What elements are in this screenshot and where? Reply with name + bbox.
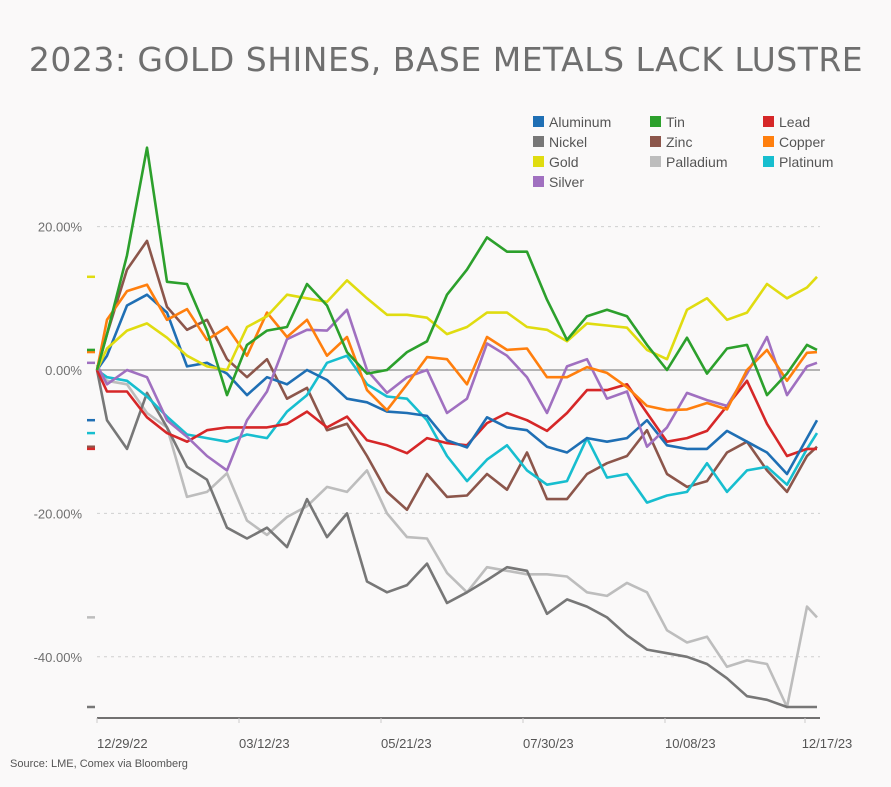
legend-label: Aluminum xyxy=(549,114,611,130)
legend-swatch xyxy=(763,116,774,127)
x-axis: 12/29/22 03/12/23 05/21/23 07/30/23 10/08/23… xyxy=(96,717,853,751)
legend-swatch xyxy=(650,116,661,127)
series-line-platinum xyxy=(96,354,819,504)
y-tick-label: 0.00% xyxy=(45,363,82,378)
legend-swatch xyxy=(533,156,544,167)
legend-swatch xyxy=(763,136,774,147)
legend-item-lead: Lead xyxy=(763,114,810,130)
legend-item-silver: Silver xyxy=(533,174,584,190)
legend-label: Tin xyxy=(666,114,685,130)
legend-label: Palladium xyxy=(666,154,727,170)
y-tick-label: -20.00% xyxy=(34,506,83,521)
series-line-copper xyxy=(95,283,818,412)
legend-swatch xyxy=(763,156,774,167)
legend-label: Silver xyxy=(549,174,584,190)
series-line-zinc xyxy=(95,239,818,512)
series-line-silver xyxy=(95,308,818,472)
legend-item-gold: Gold xyxy=(533,154,579,170)
legend-item-platinum: Platinum xyxy=(763,154,833,170)
legend-label: Lead xyxy=(779,114,810,130)
legend-label: Platinum xyxy=(779,154,833,170)
legend-item-nickel: Nickel xyxy=(533,134,587,150)
legend-item-zinc: Zinc xyxy=(650,134,692,150)
end-value-markers xyxy=(87,275,95,709)
x-tick-label: 05/21/23 xyxy=(381,736,432,751)
x-tick-label: 07/30/23 xyxy=(523,736,574,751)
legend: Aluminum Tin Lead Nickel Zinc Copper Gold Palla… xyxy=(533,114,833,190)
x-tick-label: 10/08/23 xyxy=(665,736,716,751)
y-axis: 20.00% 0.00% -20.00% -40.00% xyxy=(34,220,83,665)
chart-title: 2023: GOLD SHINES, BASE METALS LACK LUST… xyxy=(29,40,863,79)
series-line-aluminum xyxy=(95,293,819,476)
y-tick-label: -40.00% xyxy=(34,650,83,665)
legend-swatch xyxy=(650,156,661,167)
legend-label: Nickel xyxy=(549,134,587,150)
legend-swatch xyxy=(533,176,544,187)
legend-label: Copper xyxy=(779,134,825,150)
legend-swatch xyxy=(533,116,544,127)
legend-swatch xyxy=(533,136,544,147)
legend-item-tin: Tin xyxy=(650,114,685,130)
legend-item-aluminum: Aluminum xyxy=(533,114,611,130)
series-line-nickel xyxy=(95,369,817,709)
legend-swatch xyxy=(650,136,661,147)
x-tick-label: 12/17/23 xyxy=(802,736,853,751)
legend-label: Gold xyxy=(549,154,579,170)
series-lines xyxy=(95,146,819,709)
source-note: Source: LME, Comex via Bloomberg xyxy=(10,758,188,770)
legend-item-copper: Copper xyxy=(763,134,825,150)
x-tick-label: 12/29/22 xyxy=(97,736,148,751)
y-tick-label: 20.00% xyxy=(38,220,83,235)
series-line-tin xyxy=(95,146,818,397)
legend-label: Zinc xyxy=(666,134,692,150)
gridlines xyxy=(97,226,820,658)
legend-item-palladium: Palladium xyxy=(650,154,727,170)
x-tick-label: 03/12/23 xyxy=(239,736,290,751)
series-line-gold xyxy=(95,275,818,372)
